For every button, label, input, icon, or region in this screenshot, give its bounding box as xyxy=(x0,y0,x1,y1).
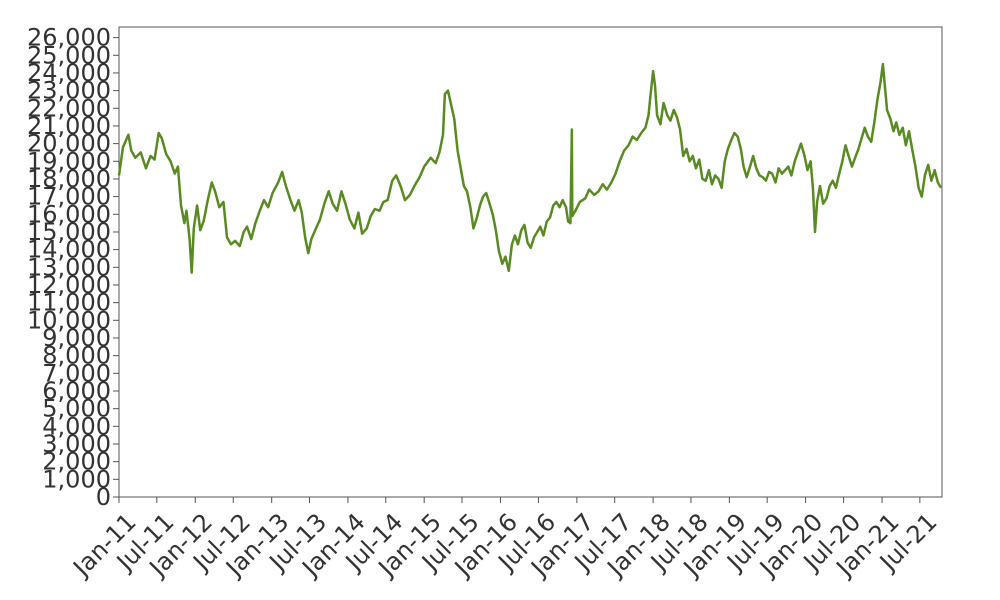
y-tick-label: 5,000 xyxy=(42,395,111,423)
y-tick-label: 17,000 xyxy=(27,183,111,211)
y-tick-label: 14,000 xyxy=(27,236,111,264)
y-tick-label: 20,000 xyxy=(27,130,111,158)
y-tick-label: 11,000 xyxy=(27,289,111,317)
plot-area-frame xyxy=(118,26,943,498)
y-tick-label: 6,000 xyxy=(42,377,111,405)
series-line xyxy=(117,62,943,274)
y-tick-label: 7,000 xyxy=(42,359,111,387)
y-tick-label: 19,000 xyxy=(27,147,111,175)
y-tick-label: 4,000 xyxy=(42,412,111,440)
y-tick-label: 24,000 xyxy=(27,59,111,87)
y-tick-label: 22,000 xyxy=(27,94,111,122)
y-tick-label: 13,000 xyxy=(27,253,111,281)
x-axis: Jan-11Jul-11Jan-12Jul-12Jan-13Jul-13Jan-… xyxy=(67,497,943,583)
y-tick-label: 16,000 xyxy=(27,200,111,228)
y-tick-label: 1,000 xyxy=(42,465,111,493)
y-tick-label: 25,000 xyxy=(27,41,111,69)
y-tick-label: 10,000 xyxy=(27,306,111,334)
series-layer xyxy=(117,62,943,274)
y-tick-label: 21,000 xyxy=(27,112,111,140)
y-tick-label: 15,000 xyxy=(27,218,111,246)
y-tick-label: 18,000 xyxy=(27,165,111,193)
y-tick-label: 26,000 xyxy=(27,24,111,52)
y-tick-label: 3,000 xyxy=(42,430,111,458)
y-tick-label: 23,000 xyxy=(27,77,111,105)
y-axis: 01,0002,0003,0004,0005,0006,0007,0008,00… xyxy=(27,24,119,511)
y-tick-label: 12,000 xyxy=(27,271,111,299)
y-tick-label: 8,000 xyxy=(42,342,111,370)
y-tick-label: 2,000 xyxy=(42,448,111,476)
y-tick-label: 0 xyxy=(96,483,111,511)
y-tick-label: 9,000 xyxy=(42,324,111,352)
